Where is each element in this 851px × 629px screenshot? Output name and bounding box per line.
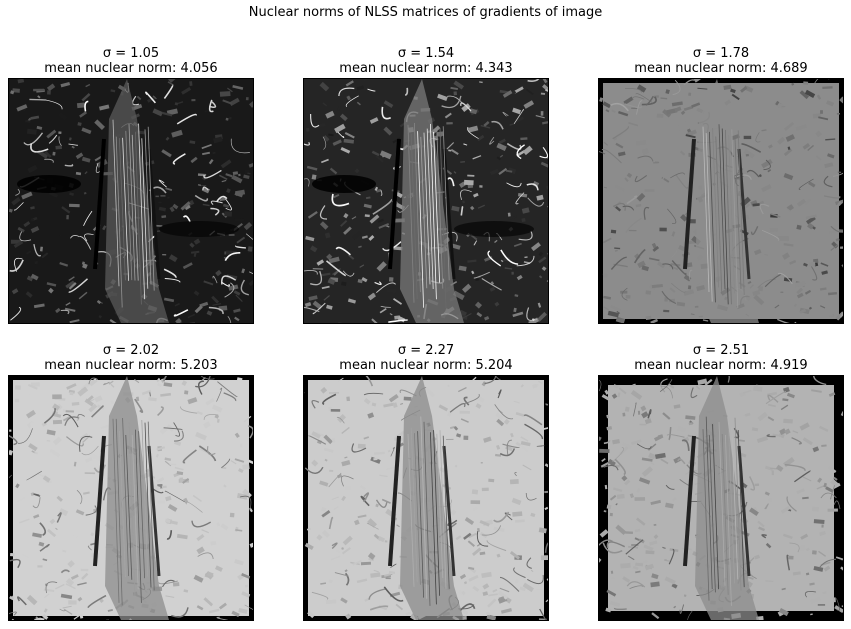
nuclear-norm-image bbox=[598, 78, 844, 324]
sigma-label: σ = 1.78 bbox=[692, 46, 750, 61]
nuclear-norm-image bbox=[303, 78, 549, 324]
mean-nuclear-norm-label: mean nuclear norm: 5.203 bbox=[44, 358, 218, 373]
nuclear-norm-image bbox=[598, 375, 844, 621]
mean-nuclear-norm-label: mean nuclear norm: 4.919 bbox=[634, 358, 808, 373]
sigma-label: σ = 1.05 bbox=[102, 46, 160, 61]
sigma-label: σ = 2.27 bbox=[397, 343, 455, 358]
sigma-label: σ = 2.02 bbox=[102, 343, 160, 358]
nuclear-norm-image bbox=[303, 375, 549, 621]
sigma-label: σ = 1.54 bbox=[397, 46, 455, 61]
mean-nuclear-norm-label: mean nuclear norm: 4.343 bbox=[339, 61, 513, 76]
mean-nuclear-norm-label: mean nuclear norm: 4.689 bbox=[634, 61, 808, 76]
figure-title: Nuclear norms of NLSS matrices of gradie… bbox=[248, 5, 603, 20]
mean-nuclear-norm-label: mean nuclear norm: 5.204 bbox=[339, 358, 513, 373]
nuclear-norm-image bbox=[8, 78, 254, 324]
sigma-label: σ = 2.51 bbox=[692, 343, 750, 358]
mean-nuclear-norm-label: mean nuclear norm: 4.056 bbox=[44, 61, 218, 76]
nuclear-norm-image bbox=[8, 375, 254, 621]
